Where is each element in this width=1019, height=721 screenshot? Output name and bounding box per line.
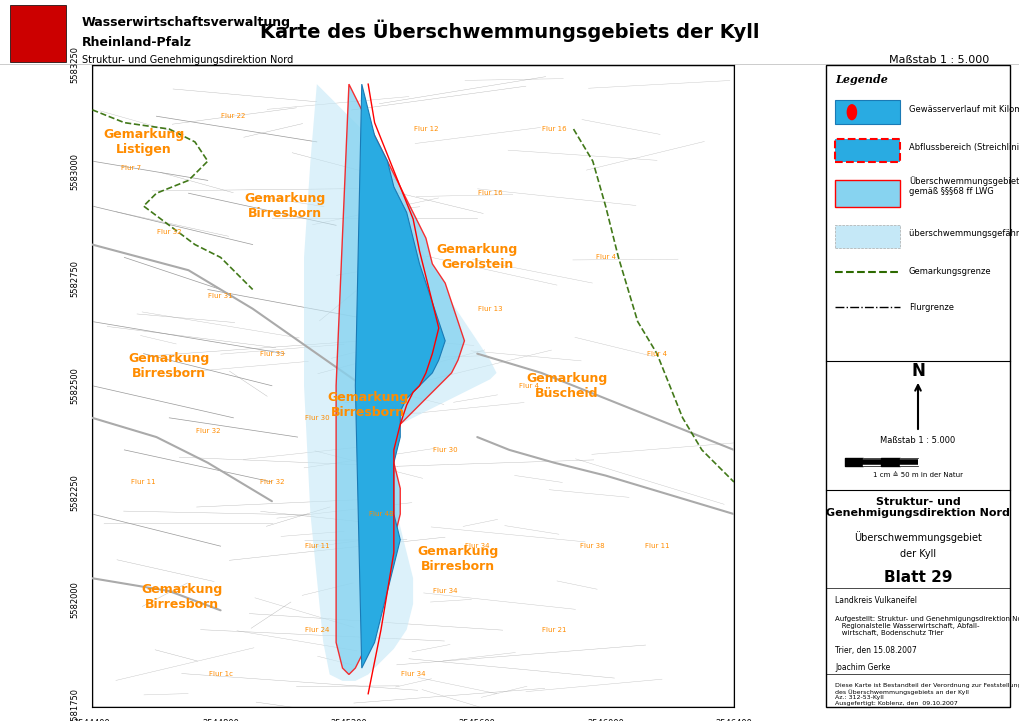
Text: Flur 30: Flur 30 — [305, 415, 329, 421]
Text: 2545600: 2545600 — [459, 720, 495, 721]
Text: Flur 11: Flur 11 — [644, 543, 668, 549]
Text: Flur 21: Flur 21 — [541, 627, 566, 632]
Bar — [10, 4, 66, 61]
Text: Diese Karte ist Bestandteil der Verordnung zur Feststellung
des Überschwemmungsg: Diese Karte ist Bestandteil der Verordnu… — [835, 683, 1019, 706]
Text: Karte des Überschwemmungsgebiets der Kyll: Karte des Überschwemmungsgebiets der Kyl… — [260, 19, 759, 42]
Text: Flur 32: Flur 32 — [196, 428, 220, 433]
FancyBboxPatch shape — [835, 180, 899, 207]
Text: Flur 11: Flur 11 — [305, 543, 329, 549]
Text: Maßstab 1 : 5.000: Maßstab 1 : 5.000 — [879, 436, 955, 446]
Polygon shape — [304, 84, 496, 681]
Text: Überschwemmungsgebiet: Überschwemmungsgebiet — [853, 531, 981, 544]
Text: Flur 34: Flur 34 — [465, 543, 489, 549]
Text: Gemarkung
Büscheid: Gemarkung Büscheid — [526, 372, 607, 399]
Text: Gewässerverlauf mit Kilometrierung: Gewässerverlauf mit Kilometrierung — [908, 105, 1019, 114]
Text: Flur 12: Flur 12 — [414, 126, 438, 132]
Text: 5582500: 5582500 — [70, 367, 79, 404]
Text: Gemarkung
Birresborn: Gemarkung Birresborn — [327, 391, 409, 419]
Text: Gemarkung
Birresborn: Gemarkung Birresborn — [128, 353, 210, 381]
Text: Struktur- und Genehmigungsdirektion Nord: Struktur- und Genehmigungsdirektion Nord — [82, 55, 292, 65]
Text: Flur 31: Flur 31 — [208, 293, 232, 299]
Polygon shape — [336, 84, 464, 675]
Text: 2544400: 2544400 — [73, 720, 110, 721]
Text: Gemarkung
Birresborn: Gemarkung Birresborn — [142, 583, 222, 611]
Text: Flur 34: Flur 34 — [400, 671, 425, 678]
Text: überschwemmungsgefährdetes Gebiet: überschwemmungsgefährdetes Gebiet — [908, 229, 1019, 238]
Text: 5582250: 5582250 — [70, 474, 79, 511]
Text: Gemarkung
Birresborn: Gemarkung Birresborn — [417, 545, 498, 573]
Text: Flur 38: Flur 38 — [580, 543, 604, 549]
Text: Gemarkung
Birresborn: Gemarkung Birresborn — [244, 192, 325, 220]
Text: Landkreis Vulkaneifel: Landkreis Vulkaneifel — [835, 596, 916, 605]
Text: Flur 4: Flur 4 — [595, 255, 615, 260]
Text: Flur 4: Flur 4 — [518, 383, 538, 389]
Text: Struktur- und
Genehmigungsdirektion Nord: Struktur- und Genehmigungsdirektion Nord — [825, 497, 1009, 518]
Text: 2544800: 2544800 — [202, 720, 238, 721]
Text: Legende: Legende — [835, 74, 888, 85]
Text: Flur 11: Flur 11 — [131, 479, 156, 485]
Text: Flur 7: Flur 7 — [120, 164, 141, 171]
Text: Flur 48: Flur 48 — [369, 511, 393, 517]
Text: Trier, den 15.08.2007: Trier, den 15.08.2007 — [835, 646, 916, 655]
Text: Aufgestellt: Struktur- und Genehmigungsdirektion Nord
   Regionalstelle Wasserwi: Aufgestellt: Struktur- und Genehmigungsd… — [835, 616, 1019, 636]
Text: Blatt 29: Blatt 29 — [882, 570, 952, 585]
Polygon shape — [355, 84, 444, 668]
Text: Flur 33: Flur 33 — [260, 350, 284, 357]
Text: 1 cm ≙ 50 m in der Natur: 1 cm ≙ 50 m in der Natur — [872, 472, 962, 478]
Text: Rheinland-Pfalz: Rheinland-Pfalz — [82, 35, 192, 49]
Text: 5581750: 5581750 — [70, 688, 79, 721]
Text: Gemarkung
Listigen: Gemarkung Listigen — [103, 128, 184, 156]
Text: Wasserwirtschaftsverwaltung: Wasserwirtschaftsverwaltung — [82, 16, 290, 30]
Text: Flur 24: Flur 24 — [305, 627, 329, 632]
Circle shape — [847, 105, 856, 120]
Text: Abflussbereich (Streichlinie): Abflussbereich (Streichlinie) — [908, 143, 1019, 152]
Text: 2546400: 2546400 — [714, 720, 752, 721]
Text: 5583000: 5583000 — [70, 154, 79, 190]
Text: N: N — [910, 362, 924, 380]
Text: der Kyll: der Kyll — [899, 549, 935, 559]
Text: Joachim Gerke: Joachim Gerke — [835, 663, 890, 672]
FancyBboxPatch shape — [835, 224, 899, 248]
Text: 2546000: 2546000 — [587, 720, 624, 721]
Text: 2545200: 2545200 — [330, 720, 367, 721]
Text: Gemarkung
Gerolstein: Gemarkung Gerolstein — [436, 244, 518, 271]
Text: Flur 1c: Flur 1c — [209, 671, 232, 678]
Text: Flur 32: Flur 32 — [260, 479, 284, 485]
Text: Flurgrenze: Flurgrenze — [908, 303, 953, 311]
Text: Flur 16: Flur 16 — [477, 190, 502, 196]
Text: Flur 22: Flur 22 — [221, 113, 246, 119]
Text: Flur 13: Flur 13 — [477, 306, 502, 311]
Text: Maßstab 1 : 5.000: Maßstab 1 : 5.000 — [889, 55, 988, 65]
FancyBboxPatch shape — [835, 139, 899, 162]
Text: Flur 34: Flur 34 — [432, 588, 457, 594]
Text: Flur 32: Flur 32 — [157, 229, 181, 235]
Text: Flur 4: Flur 4 — [646, 350, 666, 357]
Text: Flur 30: Flur 30 — [432, 447, 458, 453]
Text: Flur 16: Flur 16 — [541, 126, 566, 132]
Text: 5583250: 5583250 — [70, 46, 79, 84]
Text: Gemarkungsgrenze: Gemarkungsgrenze — [908, 267, 990, 276]
FancyBboxPatch shape — [835, 100, 899, 124]
Text: 5582000: 5582000 — [70, 581, 79, 618]
Text: Überschwemmungsgebiet
gemäß §§§68 ff LWG: Überschwemmungsgebiet gemäß §§§68 ff LWG — [908, 176, 1018, 196]
Text: 5582750: 5582750 — [70, 260, 79, 297]
